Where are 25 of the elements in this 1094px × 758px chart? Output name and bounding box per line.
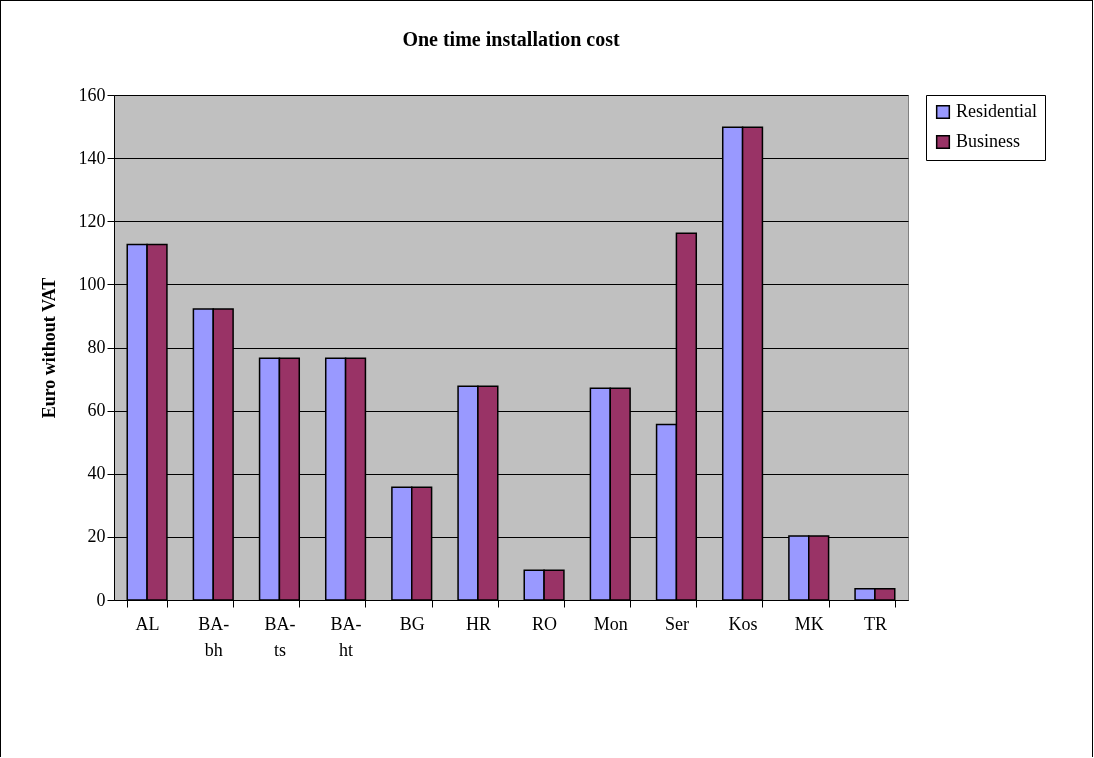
x-tick-label: Kos: [728, 613, 758, 634]
y-tick-label: 40: [87, 463, 106, 484]
y-tick-label: 100: [78, 273, 106, 294]
x-tick-label: Mon: [593, 613, 628, 634]
x-tick-label: Ser: [664, 613, 689, 634]
y-tick-label: 80: [87, 337, 106, 357]
x-tick-label: HR: [465, 613, 491, 634]
y-axis-title: Euro without VAT: [38, 277, 59, 419]
y-tick-label: 140: [78, 147, 106, 168]
y-tick-label: 20: [87, 526, 106, 547]
y-tick-label: 0: [96, 589, 106, 610]
legend-label: Business: [956, 131, 1021, 151]
x-tick-label: TR: [863, 613, 887, 634]
y-tick-label: 160: [78, 84, 106, 105]
x-tick-label: AL: [135, 613, 160, 634]
legend-label: Residential: [956, 101, 1037, 121]
x-tick-label: BA-ts: [264, 613, 296, 660]
x-tick-label: BG: [399, 613, 425, 634]
chart-title: One time installation cost: [402, 28, 620, 50]
y-tick-label: 120: [78, 210, 106, 231]
x-tick-label: BA-bh: [198, 613, 230, 660]
y-tick-label: 60: [87, 400, 106, 421]
x-tick-label: MK: [794, 613, 824, 634]
x-tick-label: BA-ht: [330, 613, 362, 660]
x-tick-label: RO: [532, 613, 558, 634]
